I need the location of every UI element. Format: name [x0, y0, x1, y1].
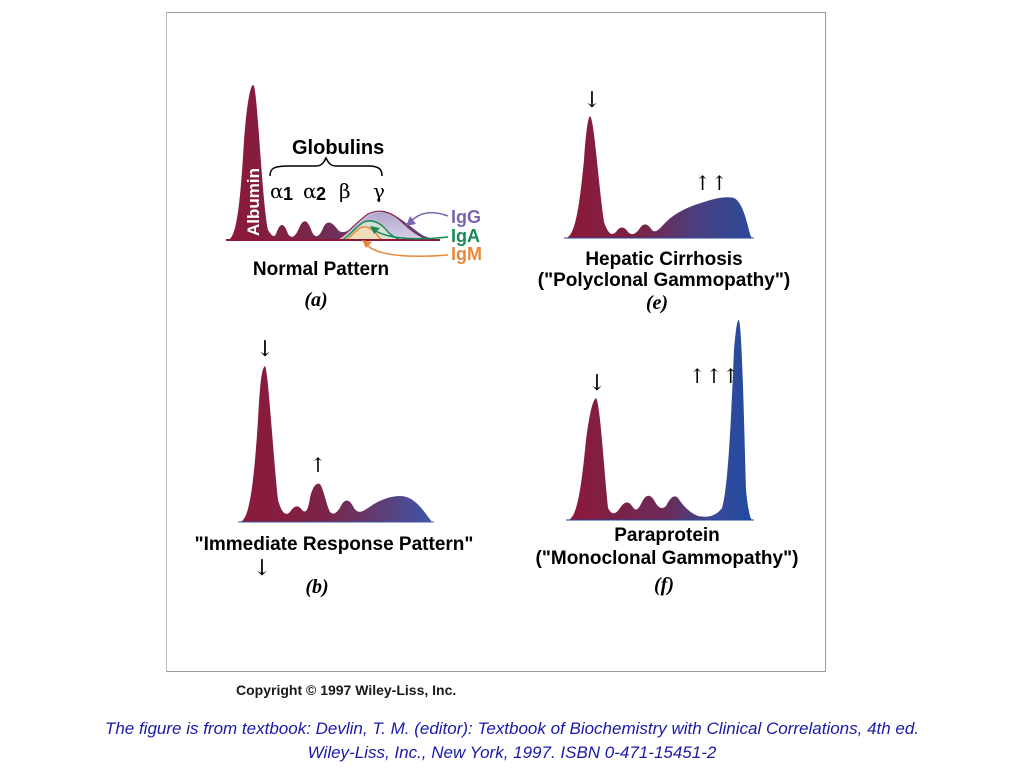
- igg-label: IgG: [451, 207, 481, 227]
- panel-e-title-line1: Hepatic Cirrhosis: [585, 249, 742, 270]
- source-citation: The figure is from textbook: Devlin, T. …: [0, 717, 1024, 765]
- fraction-labels: α 1 α 2 β γ: [270, 179, 385, 204]
- globulins-brace: [269, 156, 383, 177]
- citation-line-1: The figure is from textbook: Devlin, T. …: [104, 719, 920, 738]
- alpha2-symbol: α: [303, 179, 317, 203]
- panel-b: ↓ ↑ "Immediate Response Pattern" ↓ (b): [195, 337, 474, 598]
- igm-label: IgM: [451, 244, 482, 264]
- panel-b-albumin-arrow: ↓: [256, 337, 274, 362]
- alpha1-number: 1: [283, 184, 293, 204]
- panel-a: Albumin Globulins α 1 α 2 β γ IgG IgA Ig…: [226, 85, 482, 311]
- figure-frame: [166, 12, 826, 672]
- immediate-response-trace: [240, 366, 432, 522]
- igg-pointer-head: [406, 216, 416, 226]
- alpha1-symbol: α: [270, 179, 284, 203]
- alpha2-number: 2: [316, 184, 326, 204]
- panel-e-gamma-arrows: ↑↑: [694, 171, 728, 195]
- panel-e-albumin-arrow: ↓: [583, 88, 601, 113]
- globulins-label: Globulins: [292, 137, 384, 159]
- albumin-label: Albumin: [244, 168, 263, 236]
- copyright-notice: Copyright © 1997 Wiley-Liss, Inc.: [236, 682, 457, 698]
- panel-b-letter: (b): [305, 576, 328, 598]
- igm-pointer-head: [362, 240, 372, 248]
- beta-label: β: [339, 179, 351, 203]
- panel-b-title: "Immediate Response Pattern": [195, 534, 474, 555]
- panel-b-below-title-arrow: ↓: [253, 556, 271, 581]
- panel-e: ↓ ↑↑ Hepatic Cirrhosis ("Polyclonal Gamm…: [538, 88, 790, 314]
- panel-f-letter: (f): [654, 574, 674, 596]
- panel-e-title-line2: ("Polyclonal Gammopathy"): [538, 270, 790, 291]
- electrophoresis-diagram: Albumin Globulins α 1 α 2 β γ IgG IgA Ig…: [195, 85, 799, 598]
- iga-pointer-arrow: [373, 229, 449, 240]
- citation-line-2: Wiley-Liss, Inc., New York, 1997. ISBN 0…: [307, 743, 717, 762]
- igm-pointer-arrow: [365, 243, 449, 257]
- iga-label: IgA: [451, 226, 480, 246]
- hepatic-cirrhosis-trace: [566, 116, 752, 238]
- igg-pointer-arrow: [409, 211, 449, 223]
- panel-e-letter: (e): [646, 292, 668, 314]
- panel-b-alpha2-arrow: ↑: [310, 453, 327, 477]
- iga-pointer-head: [370, 226, 380, 234]
- panel-a-title: Normal Pattern: [253, 259, 389, 280]
- normal-pattern-trace: [228, 85, 440, 240]
- paraprotein-trace: [568, 320, 752, 520]
- panel-a-letter: (a): [304, 289, 327, 311]
- panel-f-title-line1: Paraprotein: [614, 525, 720, 546]
- panel-f-title-line2: ("Monoclonal Gammopathy"): [536, 548, 799, 569]
- panel-f-gamma-arrows: ↑↑↑: [689, 364, 739, 388]
- panel-f: ↓ ↑↑↑ Paraprotein ("Monoclonal Gammopath…: [536, 320, 799, 596]
- gamma-label: γ: [373, 179, 385, 203]
- panel-f-albumin-arrow: ↓: [588, 371, 606, 396]
